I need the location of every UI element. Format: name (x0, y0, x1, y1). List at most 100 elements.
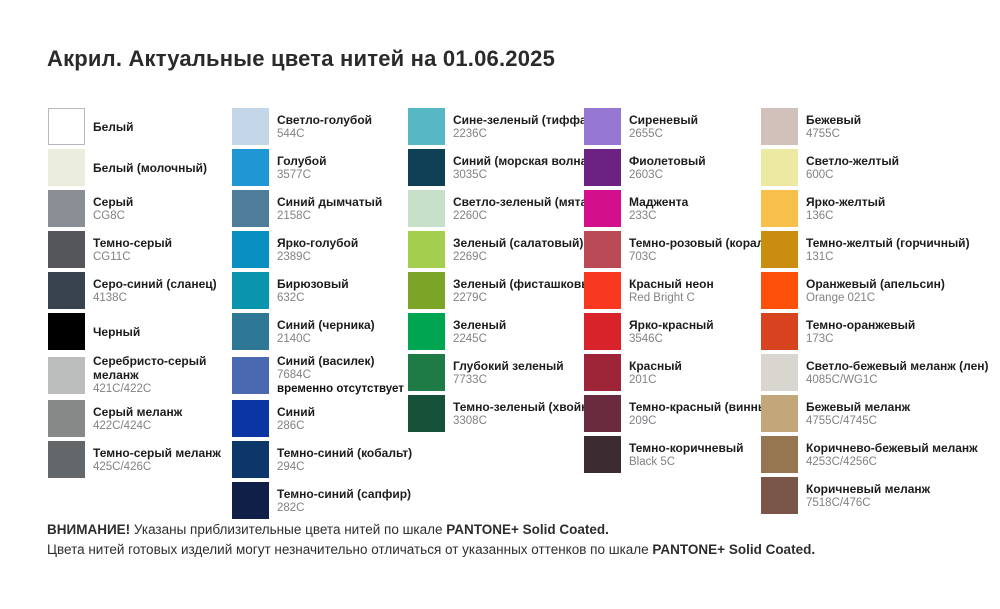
color-row: Светло-бежевый меланж (лен) 4085C/WG1C (761, 354, 1000, 391)
color-row: Оранжевый (апельсин) Orange 021C (761, 272, 1000, 309)
color-swatch (48, 441, 85, 478)
color-name: Темно-синий (кобальт) (277, 445, 413, 460)
color-text: Темно-серый меланж 425C/426C (93, 446, 221, 474)
color-row: Фиолетовый 2603C (584, 149, 760, 186)
color-column-4: Сиреневый 2655C Фиолетовый 2603C Маджент… (584, 108, 779, 477)
color-row: Темно-серый меланж 425C/426C (48, 441, 224, 478)
color-row: Серо-синий (сланец) 4138C (48, 272, 224, 309)
pantone-code: 294C (277, 460, 305, 473)
color-swatch (232, 231, 269, 268)
color-name: Красный неон (629, 276, 714, 291)
color-text: Зеленый (салатовый) 2269C (453, 236, 583, 264)
color-column-3: Сине-зеленый (тиффани) 2236C Синий (морс… (408, 108, 610, 436)
color-row: Белый (48, 108, 224, 145)
pantone-code: 2279C (453, 291, 487, 304)
color-text: Глубокий зеленый 7733C (453, 359, 564, 387)
color-swatch (761, 272, 798, 309)
color-text: Темно-синий (сапфир) 282C (277, 487, 411, 515)
pantone-code: 425C/426C (93, 460, 152, 473)
color-swatch (48, 108, 85, 145)
color-column-2: Светло-голубой 544C Голубой 3577C Синий … (232, 108, 412, 523)
color-name: Оранжевый (апельсин) (806, 276, 945, 291)
color-swatch (761, 354, 798, 391)
color-name: Темно-синий (сапфир) (277, 486, 412, 501)
color-text: Серый меланж 422C/424C (93, 405, 182, 433)
color-name: Темно-коричневый (629, 440, 744, 455)
color-name: Серый (93, 194, 134, 209)
color-row: Синий (черника) 2140C (232, 313, 408, 350)
color-text: Синий (морская волна) 3035C (453, 154, 591, 182)
color-name: Синий (277, 404, 316, 419)
color-row: Светло-голубой 544C (232, 108, 408, 145)
color-swatch (408, 313, 445, 350)
color-text: Красный неон Red Bright C (629, 277, 714, 305)
color-text: Серебристо-серый меланж 421C/422C (93, 354, 206, 396)
color-swatch (232, 356, 269, 394)
color-text: Белый (93, 120, 134, 134)
pantone-code: 3546C (629, 332, 663, 345)
color-text: Коричневый меланж 7518C/476C (806, 482, 930, 510)
color-name: Темно-серый (93, 235, 173, 250)
color-swatch (408, 354, 445, 391)
pantone-code: 4138C (93, 291, 127, 304)
color-row: Темно-желтый (горчичный) 131C (761, 231, 1000, 268)
color-row: Серебристо-серый меланж 421C/422C (48, 354, 224, 396)
color-swatch (408, 231, 445, 268)
pantone-code: 7684C (277, 369, 311, 381)
color-row: Глубокий зеленый 7733C (408, 354, 584, 391)
color-swatch (48, 356, 85, 394)
color-swatch (232, 482, 269, 519)
color-row: Бежевый меланж 4755C/4745C (761, 395, 1000, 432)
pantone-code: Red Bright C (629, 291, 695, 304)
color-swatch (48, 190, 85, 227)
color-swatch (584, 149, 621, 186)
color-name: Темно-красный (винный) (629, 399, 780, 414)
pantone-code: 7733C (453, 373, 487, 386)
color-swatch (408, 149, 445, 186)
color-text: Маджента 233C (629, 195, 688, 223)
color-swatch (232, 190, 269, 227)
color-swatch (761, 149, 798, 186)
pantone-code: 282C (277, 501, 305, 514)
color-swatch (232, 441, 269, 478)
color-text: Темно-зеленый (хвойный) 3308C (453, 400, 610, 428)
pantone-code: 3577C (277, 168, 311, 181)
color-text: Ярко-голубой 2389C (277, 236, 358, 264)
color-text: Синий 286C (277, 405, 315, 433)
pantone-code: 7518C/476C (806, 496, 871, 509)
color-text: Фиолетовый 2603C (629, 154, 706, 182)
color-row: Темно-синий (кобальт) 294C (232, 441, 412, 478)
color-name: Голубой (277, 153, 327, 168)
color-name: Зеленый (салатовый) (453, 235, 584, 250)
footer-line-2: Цвета нитей готовых изделий могут незнач… (47, 540, 815, 560)
color-text: Серый CG8C (93, 195, 133, 223)
color-text: Зеленый 2245C (453, 318, 506, 346)
color-name: Темно-желтый (горчичный) (806, 235, 970, 250)
color-name: Коричнево-бежевый меланж (806, 440, 978, 455)
page-title: Акрил. Актуальные цвета нитей на 01.06.2… (47, 46, 556, 71)
footer-segment: PANTONE+ Solid Coated. (652, 542, 816, 557)
color-row: Темно-синий (сапфир) 282C (232, 482, 411, 519)
pantone-code: Orange 021C (806, 291, 876, 304)
color-row: Синий дымчатый 2158C (232, 190, 408, 227)
color-row: Темно-красный (винный) 209C (584, 395, 779, 432)
color-text: Ярко-красный 3546C (629, 318, 714, 346)
color-swatch (48, 400, 85, 437)
pantone-code: 2245C (453, 332, 487, 345)
color-swatch (232, 400, 269, 437)
color-swatch (584, 190, 621, 227)
pantone-code: CG11C (93, 250, 131, 263)
color-name: Бежевый меланж (806, 399, 911, 414)
color-swatch (232, 149, 269, 186)
color-name: Красный (629, 358, 682, 373)
color-row: Ярко-желтый 136C (761, 190, 1000, 227)
color-swatch (48, 231, 85, 268)
color-row: Зеленый (салатовый) 2269C (408, 231, 584, 268)
color-text: Темно-коричневый Black 5C (629, 441, 743, 469)
pantone-code: 136C (806, 209, 834, 222)
color-text: Белый (молочный) (93, 161, 207, 175)
color-swatch (48, 272, 85, 309)
color-row: Синий 286C (232, 400, 408, 437)
color-text: Светло-зеленый (мята) 2260C (453, 195, 591, 223)
